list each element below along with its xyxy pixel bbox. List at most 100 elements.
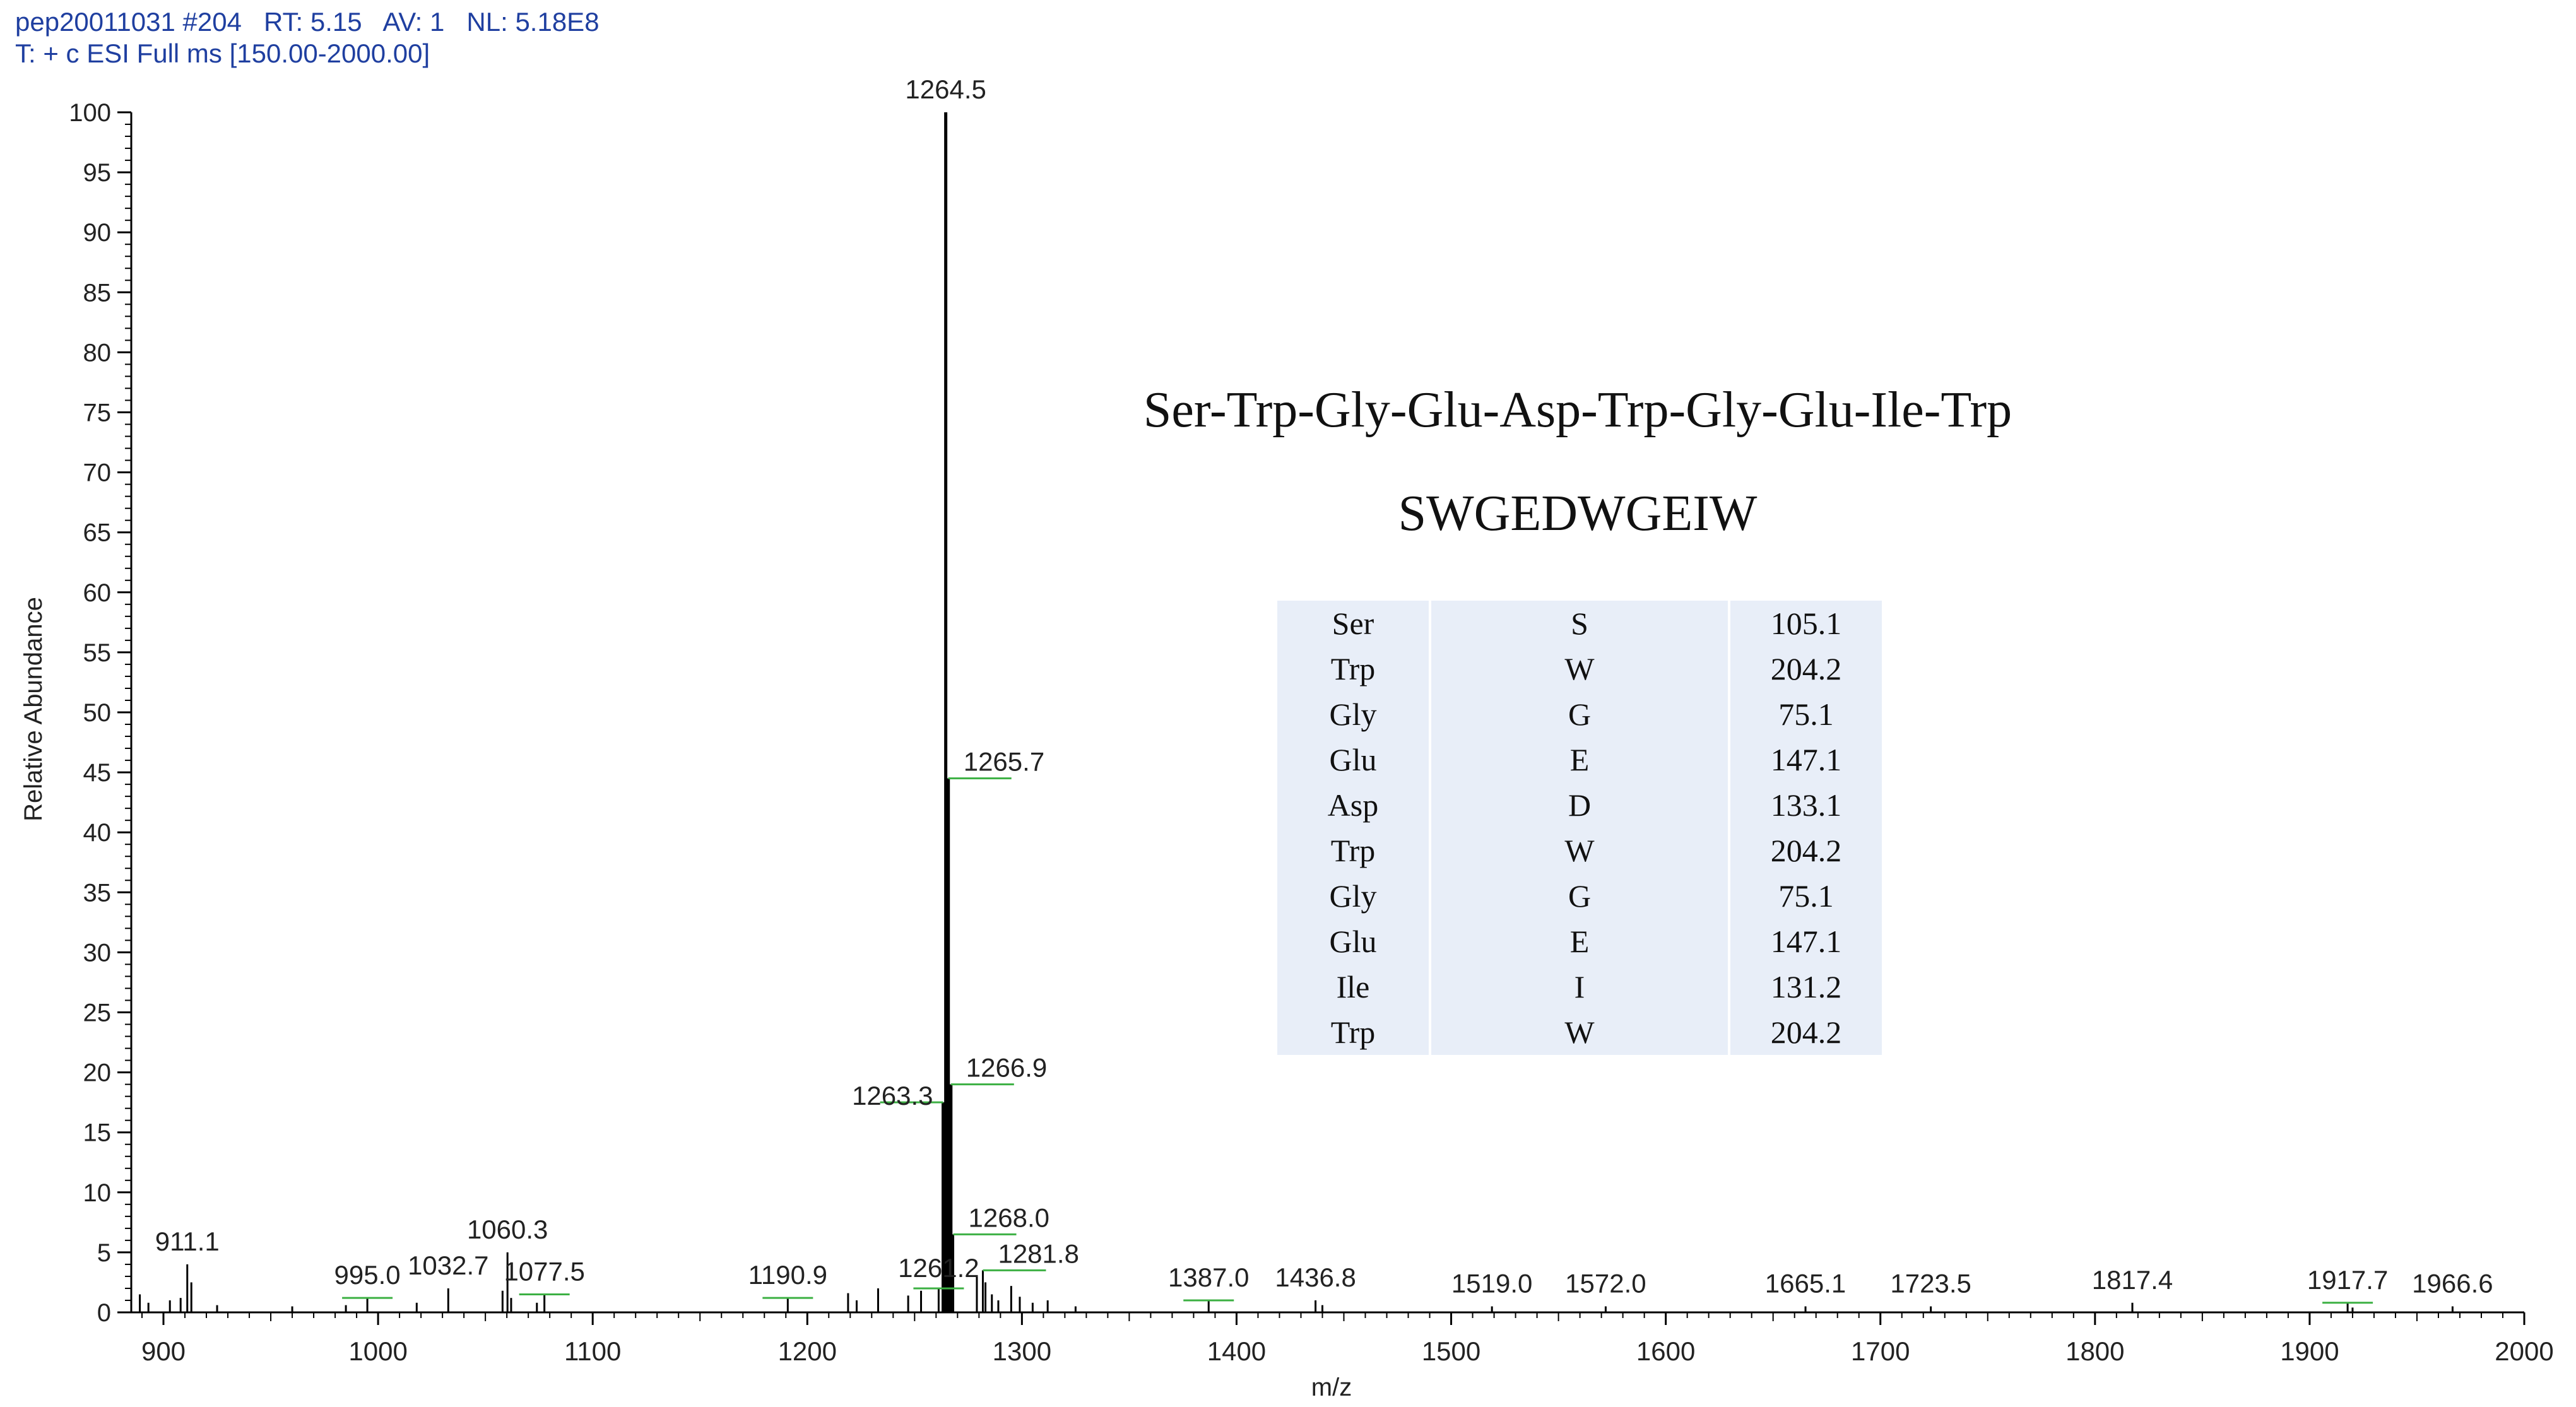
peak-label: 1263.3 xyxy=(852,1081,933,1110)
x-axis-label: m/z xyxy=(1311,1374,1352,1401)
peak-label: 1723.5 xyxy=(1890,1268,1971,1298)
scan-number: #204 xyxy=(182,7,242,37)
peak-series xyxy=(139,112,2454,1312)
residue-mass: 204.2 xyxy=(1730,646,1882,692)
peak-label: 1264.5 xyxy=(905,74,986,104)
residue-table-body: Ser S 105.1 Trp W 204.2 Gly G 75.1 Glu E 147.1 Asp D 1… xyxy=(1277,601,1882,1055)
x-tick-label: 1100 xyxy=(564,1336,621,1366)
peak-label: 1966.6 xyxy=(2412,1268,2493,1298)
av-value: 1 xyxy=(430,7,445,37)
y-tick-label: 5 xyxy=(97,1239,111,1267)
x-tick-label: 1200 xyxy=(778,1336,837,1366)
residue-name: Glu xyxy=(1277,919,1431,964)
y-tick-label: 35 xyxy=(83,879,112,907)
residue-row: Trp W 204.2 xyxy=(1277,1010,1882,1055)
x-tick-label: 2000 xyxy=(2495,1336,2553,1366)
residue-mass: 75.1 xyxy=(1730,873,1882,919)
y-tick-label: 95 xyxy=(83,159,112,187)
residue-code: E xyxy=(1431,737,1730,782)
peak-label: 1572.0 xyxy=(1565,1268,1646,1298)
residue-code: I xyxy=(1431,964,1730,1010)
x-tick-label: 1400 xyxy=(1207,1336,1266,1366)
residue-name: Trp xyxy=(1277,646,1431,692)
peak-label: 1268.0 xyxy=(969,1203,1049,1232)
y-tick-label: 50 xyxy=(83,699,112,727)
peak-label: 1077.5 xyxy=(504,1256,584,1286)
y-tick-label: 75 xyxy=(83,399,112,427)
residue-name: Asp xyxy=(1277,782,1431,828)
scan-filter: T: + c ESI Full ms [150.00-2000.00] xyxy=(15,38,430,68)
y-axis-label: Relative Abundance xyxy=(20,597,47,821)
residue-row: Ile I 131.2 xyxy=(1277,964,1882,1010)
residue-mass: 75.1 xyxy=(1730,692,1882,737)
residue-mass: 204.2 xyxy=(1730,828,1882,873)
residue-code: S xyxy=(1431,601,1730,646)
residue-row: Glu E 147.1 xyxy=(1277,737,1882,782)
peak-labels: 911.1 995.0 1032.7 1060.3 1077.5 1190.9 1261.2… xyxy=(155,74,2493,1304)
peak-label: 1817.4 xyxy=(2092,1265,2173,1295)
residue-name: Trp xyxy=(1277,1010,1431,1055)
x-tick-label: 900 xyxy=(141,1336,186,1366)
residue-row: Gly G 75.1 xyxy=(1277,692,1882,737)
residue-row: Ser S 105.1 xyxy=(1277,601,1882,646)
peak-label: 1261.2 xyxy=(898,1253,979,1283)
residue-mass: 147.1 xyxy=(1730,737,1882,782)
peak-label: 1032.7 xyxy=(408,1251,488,1280)
nl-value: 5.18E8 xyxy=(515,7,600,37)
peak-label: 1436.8 xyxy=(1275,1263,1356,1292)
scan-header: pep20011031 #204 RT: 5.15 AV: 1 NL: 5.18… xyxy=(15,6,600,69)
peak-label: 1665.1 xyxy=(1765,1268,1846,1298)
nl-label: NL: xyxy=(466,7,508,37)
rt-label: RT: xyxy=(263,7,304,37)
residue-row: Trp W 204.2 xyxy=(1277,828,1882,873)
chart-axes: 0 5 10 15 20 25 30 35 40 45 50 55 60 65 70 75 80 85 90 95 10… xyxy=(69,99,2553,1366)
residue-row: Asp D 133.1 xyxy=(1277,782,1882,828)
x-tick-label: 1700 xyxy=(1851,1336,1910,1366)
residue-code: W xyxy=(1431,1010,1730,1055)
av-label: AV: xyxy=(382,7,423,37)
y-tick-label: 60 xyxy=(83,579,112,607)
residue-code: E xyxy=(1431,919,1730,964)
y-tick-label: 10 xyxy=(83,1179,112,1207)
peak-label: 1917.7 xyxy=(2307,1265,2388,1295)
y-tick-label: 30 xyxy=(83,939,112,967)
residue-code: W xyxy=(1431,646,1730,692)
y-tick-label: 40 xyxy=(83,819,112,847)
peak-label: 1519.0 xyxy=(1451,1268,1532,1298)
y-tick-label: 70 xyxy=(83,459,112,487)
x-tick-label: 1900 xyxy=(2280,1336,2339,1366)
residue-row: Glu E 147.1 xyxy=(1277,919,1882,964)
peak-label: 1266.9 xyxy=(966,1053,1047,1083)
x-tick-label: 1600 xyxy=(1636,1336,1695,1366)
y-tick-label: 100 xyxy=(69,99,111,127)
x-tick-label: 1300 xyxy=(993,1336,1051,1366)
residue-mass: 133.1 xyxy=(1730,782,1882,828)
residue-mass: 105.1 xyxy=(1730,601,1882,646)
residue-row: Trp W 204.2 xyxy=(1277,646,1882,692)
y-tick-label: 20 xyxy=(83,1059,112,1087)
peak-label: 1265.7 xyxy=(964,747,1044,777)
sequence-panel: Ser-Trp-Gly-Glu-Asp-Trp-Gly-Glu-Ile-Trp … xyxy=(1060,379,2095,545)
y-tick-label: 90 xyxy=(83,219,112,247)
residue-mass: 131.2 xyxy=(1730,964,1882,1010)
sequence-three-letter: Ser-Trp-Gly-Glu-Asp-Trp-Gly-Glu-Ile-Trp xyxy=(1143,382,2012,438)
residue-name: Ile xyxy=(1277,964,1431,1010)
peak-label: 1190.9 xyxy=(748,1260,827,1290)
residue-mass: 204.2 xyxy=(1730,1010,1882,1055)
y-tick-label: 15 xyxy=(83,1119,112,1147)
residue-table: Ser S 105.1 Trp W 204.2 Gly G 75.1 Glu E 147.1 Asp D 1… xyxy=(1277,601,1882,1055)
y-tick-label: 65 xyxy=(83,519,112,547)
y-tick-label: 0 xyxy=(97,1299,111,1327)
file-name: pep20011031 xyxy=(15,7,175,37)
residue-name: Trp xyxy=(1277,828,1431,873)
scan-info-line: pep20011031 #204 RT: 5.15 AV: 1 NL: 5.18… xyxy=(15,6,600,38)
peak-label: 1060.3 xyxy=(467,1215,548,1244)
residue-code: G xyxy=(1431,873,1730,919)
rt-value: 5.15 xyxy=(310,7,362,37)
peak-label: 995.0 xyxy=(334,1260,401,1290)
x-tick-label: 1800 xyxy=(2065,1336,2124,1366)
y-tick-label: 85 xyxy=(83,279,112,307)
residue-name: Gly xyxy=(1277,873,1431,919)
y-tick-label: 45 xyxy=(83,759,112,787)
